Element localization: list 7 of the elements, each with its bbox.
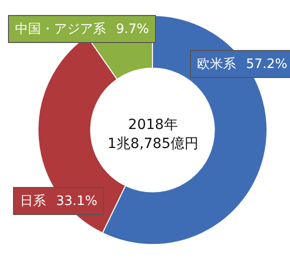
data-label: 57.2% — [246, 57, 288, 72]
data-label: 9.7% — [116, 22, 150, 37]
slice-label: 欧米系 — [197, 57, 236, 72]
slice-label: 日系 — [20, 194, 46, 209]
data-label: 33.1% — [56, 194, 98, 209]
slice-label: 中国・アジア系 — [15, 22, 106, 37]
text: 2018年 1兆8,785億円 — [106, 116, 200, 154]
